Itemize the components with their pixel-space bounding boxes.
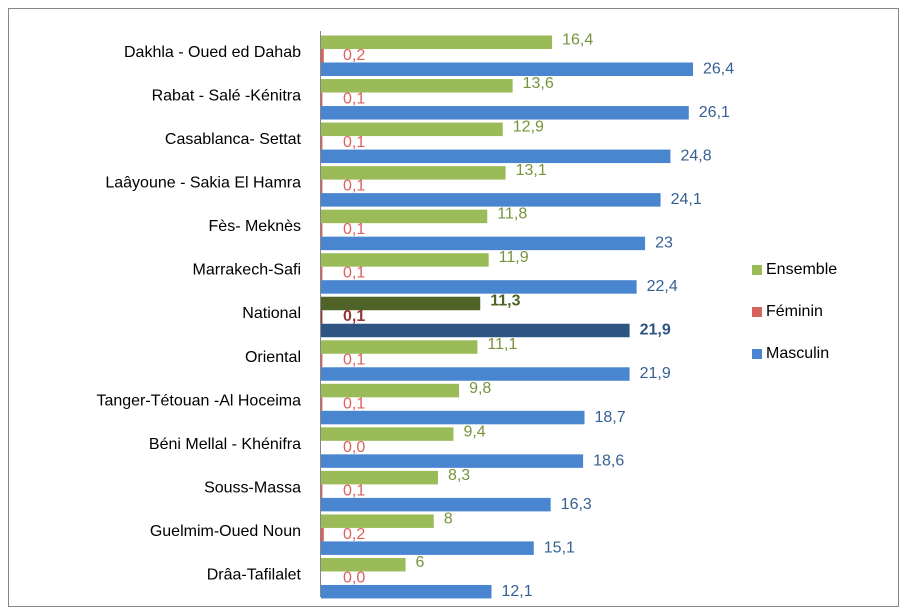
bar (321, 280, 637, 294)
value-label: 11,9 (499, 249, 529, 266)
value-label: 0,0 (343, 439, 365, 456)
bar (321, 557, 406, 572)
value-label: 24,8 (680, 148, 711, 165)
bar (321, 383, 460, 398)
value-label: 16,4 (562, 31, 593, 48)
value-label: 23 (655, 235, 673, 252)
value-label: 9,4 (463, 423, 485, 440)
category-label: Dakhla - Oued ed Dahab (124, 44, 301, 61)
value-label: 11,3 (490, 293, 520, 310)
category-label: Béni Mellal - Khénifra (149, 436, 301, 453)
value-label: 21,9 (640, 322, 671, 339)
value-label: 18,7 (595, 409, 626, 426)
value-label: 13,6 (523, 75, 554, 92)
value-label: 13,1 (516, 162, 547, 179)
value-label: 11,1 (487, 336, 517, 353)
value-label: 8,3 (448, 467, 470, 484)
bar (321, 310, 323, 324)
legend-label: Masculin (766, 345, 829, 362)
bar (321, 410, 585, 425)
category-label: Guelmim-Oued Noun (150, 523, 301, 540)
bar (321, 484, 323, 498)
category-label: Drâa-Tafilalet (207, 566, 302, 583)
value-label: 9,8 (469, 380, 491, 397)
value-label: 26,4 (703, 60, 734, 77)
value-label: 0,1 (343, 221, 365, 238)
value-label: 6 (416, 554, 425, 571)
category-label: Oriental (245, 349, 301, 366)
bar (321, 353, 323, 368)
legend-swatch (752, 265, 762, 275)
bar (321, 340, 478, 354)
bar (321, 470, 438, 485)
value-label: 15,1 (544, 539, 575, 556)
bar (321, 427, 454, 441)
legend-swatch (752, 307, 762, 317)
bar (321, 323, 630, 338)
category-label: Souss-Massa (204, 479, 301, 496)
bar (321, 253, 489, 267)
bar (321, 193, 661, 207)
bar (321, 584, 492, 599)
bar (321, 92, 323, 107)
value-label: 12,9 (513, 119, 544, 136)
bar (321, 296, 481, 311)
value-label: 0,1 (343, 482, 365, 499)
value-label: 21,9 (640, 365, 671, 382)
value-label: 0,1 (343, 308, 365, 325)
category-label: Marrakech-Safi (193, 262, 301, 279)
legend-label: Féminin (766, 303, 823, 320)
value-label: 16,3 (561, 496, 592, 513)
legend-swatch (752, 349, 762, 359)
bar (321, 397, 323, 411)
bar (321, 223, 323, 237)
value-label: 8 (444, 510, 453, 527)
bar (321, 136, 323, 150)
bar (321, 209, 488, 224)
bar (321, 79, 513, 93)
bar (321, 122, 503, 137)
bar (321, 149, 671, 164)
legend-label: Ensemble (766, 261, 837, 278)
value-label: 0,1 (343, 134, 365, 151)
value-label: 0,0 (343, 569, 365, 586)
value-label: 22,4 (647, 278, 678, 295)
bar (321, 541, 534, 555)
category-label: Tanger-Tétouan -Al Hoceima (96, 392, 301, 409)
category-label: Casablanca- Settat (165, 131, 302, 148)
bar (321, 179, 323, 194)
bar (321, 367, 630, 381)
bar (321, 166, 506, 180)
bar (321, 497, 551, 512)
bar (321, 527, 324, 542)
bar (321, 236, 646, 251)
value-label: 11,8 (497, 206, 527, 223)
bar (321, 266, 323, 281)
value-label: 24,1 (671, 191, 702, 208)
value-label: 18,6 (593, 452, 624, 469)
category-label: Fès- Meknès (209, 218, 301, 235)
value-label: 0,1 (343, 352, 365, 369)
value-label: 0,1 (343, 178, 365, 195)
bar (321, 35, 553, 49)
bar (321, 514, 434, 528)
bar (321, 106, 689, 120)
bar (321, 49, 324, 63)
value-label: 26,1 (699, 104, 730, 121)
value-label: 0,1 (343, 395, 365, 412)
category-label: Laâyoune - Sakia El Hamra (105, 175, 301, 192)
category-label: Rabat - Salé -Kénitra (152, 88, 302, 105)
value-label: 0,1 (343, 265, 365, 282)
value-label: 0,2 (343, 47, 365, 64)
value-label: 0,1 (343, 91, 365, 108)
bar (321, 454, 584, 468)
value-label: 0,2 (343, 526, 365, 543)
category-label: National (242, 305, 301, 322)
bar (321, 62, 693, 76)
value-label: 12,1 (502, 583, 533, 600)
